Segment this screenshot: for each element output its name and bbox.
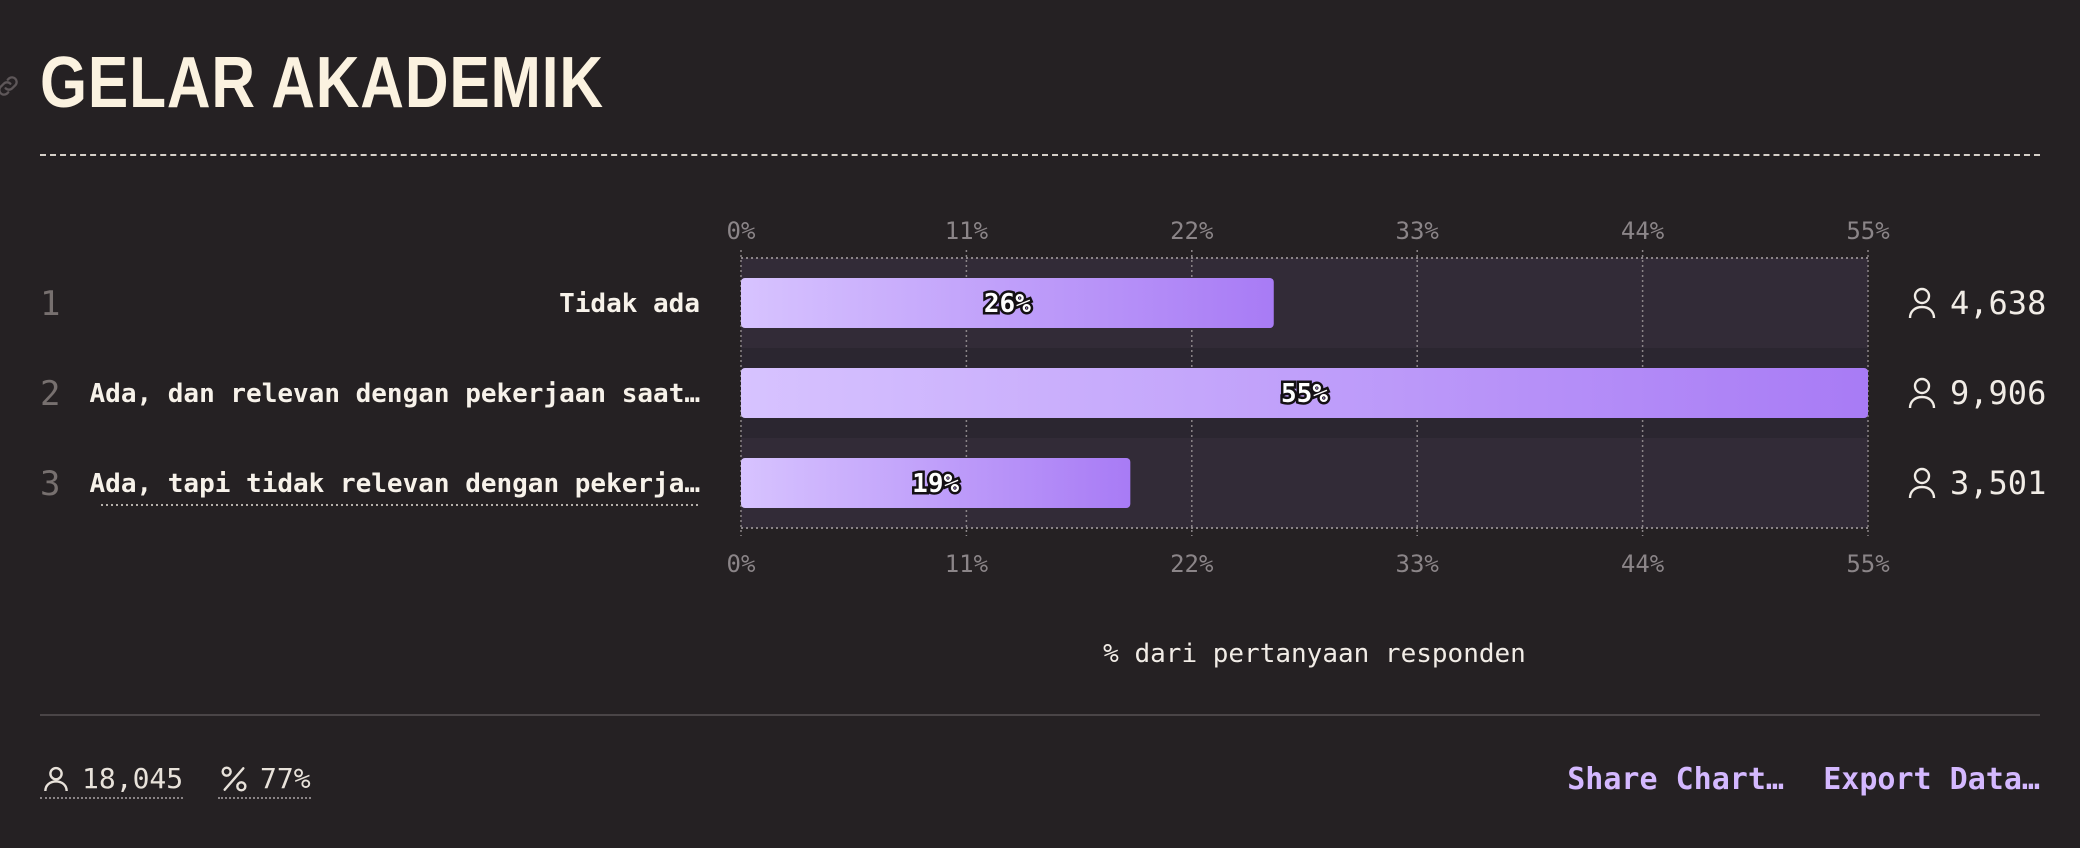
x-tick-label-top: 22% (1170, 217, 1214, 245)
bar-value-label: 19% (912, 469, 959, 499)
person-icon (1908, 467, 1936, 499)
footer-divider (40, 714, 2040, 716)
x-tick-label-top: 11% (945, 217, 989, 245)
percent-icon (221, 765, 247, 792)
x-axis-title: % dari pertanyaan responden (1103, 639, 1526, 669)
x-tick-label-top: 55% (1846, 217, 1890, 245)
response-rate-value: 77% (260, 762, 311, 795)
row-rank: 3 (40, 464, 60, 504)
x-tick-label-bottom: 33% (1396, 550, 1440, 578)
person-icon (1908, 287, 1936, 319)
row-count: 9,906 (1950, 374, 2046, 412)
share-chart-button[interactable]: Share Chart… (1567, 762, 1784, 797)
x-tick-label-bottom: 0% (727, 550, 756, 578)
bar (741, 458, 1131, 508)
link-icon[interactable] (0, 72, 22, 100)
x-tick-label-bottom: 55% (1846, 550, 1890, 578)
row-label: Tidak ada (559, 289, 700, 319)
row-rank: 2 (40, 374, 60, 414)
title-divider (40, 154, 2040, 156)
bar (741, 368, 1868, 418)
x-tick-label-bottom: 22% (1170, 550, 1214, 578)
chart-title: GELAR AKADEMIK (40, 43, 604, 123)
person-icon (1908, 377, 1936, 409)
row-count: 3,501 (1950, 464, 2046, 502)
person-icon (44, 766, 68, 791)
total-respondents[interactable]: 18,045 (40, 762, 184, 799)
row-rank: 1 (40, 284, 60, 324)
response-rate[interactable]: 77% (218, 762, 311, 799)
bar-value-label: 26% (984, 289, 1031, 319)
row-label: Ada, tapi tidak relevan dengan pekerja… (90, 469, 700, 499)
total-respondents-value: 18,045 (82, 762, 184, 795)
x-tick-label-top: 0% (727, 217, 756, 245)
x-tick-label-top: 44% (1621, 217, 1665, 245)
x-tick-label-bottom: 44% (1621, 550, 1665, 578)
row-count: 4,638 (1950, 284, 2046, 322)
bar (741, 278, 1274, 328)
x-tick-label-bottom: 11% (945, 550, 989, 578)
bar-value-label: 55% (1281, 379, 1328, 409)
row-label: Ada, dan relevan dengan pekerjaan saat… (90, 379, 700, 409)
x-tick-label-top: 33% (1396, 217, 1440, 245)
export-data-button[interactable]: Export Data… (1823, 762, 2040, 797)
